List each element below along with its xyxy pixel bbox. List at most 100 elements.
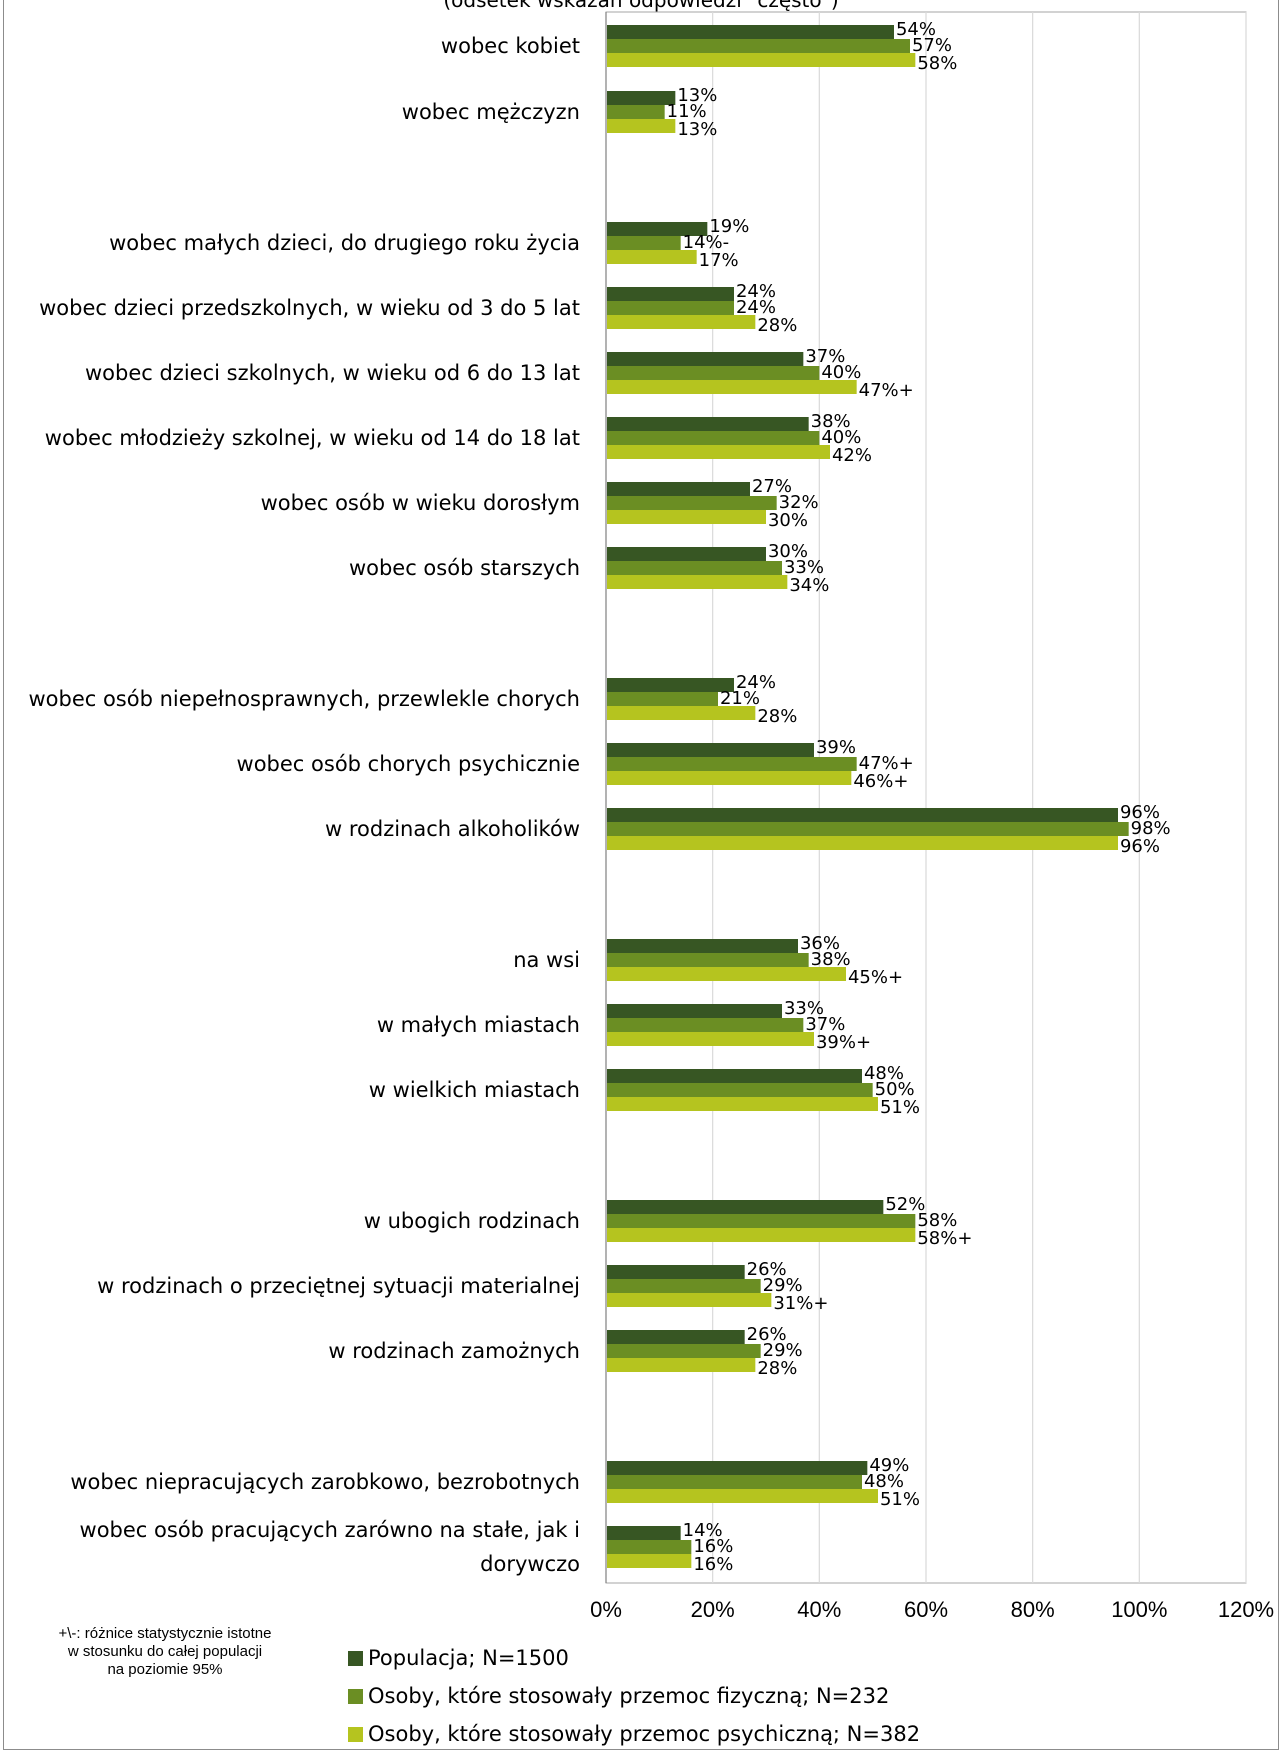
bar bbox=[607, 1228, 916, 1242]
bar bbox=[607, 771, 852, 785]
data-label: 28% bbox=[757, 315, 797, 336]
data-label: 16% bbox=[693, 1554, 733, 1575]
data-label: 52% bbox=[885, 1194, 925, 1215]
bar bbox=[607, 757, 857, 771]
bar bbox=[607, 822, 1129, 836]
bar bbox=[607, 1214, 916, 1228]
bar bbox=[607, 575, 788, 589]
chart-frame bbox=[3, 0, 1279, 1750]
bar bbox=[607, 1554, 692, 1568]
x-tick-label: 40% bbox=[797, 1597, 841, 1622]
data-label: 38% bbox=[811, 949, 851, 970]
legend-swatch-physical bbox=[348, 1689, 363, 1704]
data-label: 31%+ bbox=[773, 1293, 828, 1314]
data-label: 30% bbox=[768, 510, 808, 531]
bar bbox=[607, 445, 830, 459]
data-label: 36% bbox=[800, 933, 840, 954]
chart-title: (odsetek wskazań odpowiedzi "często") bbox=[443, 0, 839, 12]
bar bbox=[607, 25, 894, 39]
bar bbox=[607, 1540, 692, 1554]
bar bbox=[607, 352, 804, 366]
legend-label-psychological: Osoby, które stosowały przemoc psychiczn… bbox=[368, 1722, 921, 1746]
bar bbox=[607, 808, 1118, 822]
data-label: 16% bbox=[693, 1536, 733, 1557]
bar bbox=[607, 510, 766, 524]
bar bbox=[607, 105, 665, 119]
bar bbox=[607, 706, 756, 720]
data-label: 37% bbox=[805, 1014, 845, 1035]
bar bbox=[607, 315, 756, 329]
data-label: 48% bbox=[864, 1063, 904, 1084]
category-label: wobec dzieci szkolnych, w wieku od 6 do … bbox=[85, 361, 580, 385]
note-line-3: na poziomie 95% bbox=[107, 1661, 223, 1678]
bar bbox=[607, 953, 809, 967]
data-label: 17% bbox=[699, 250, 739, 271]
data-label: 51% bbox=[880, 1489, 920, 1510]
bar bbox=[607, 547, 766, 561]
category-label: wobec osób w wieku dorosłym bbox=[261, 491, 580, 515]
bar bbox=[607, 1475, 862, 1489]
data-label: 47%+ bbox=[859, 753, 914, 774]
data-label: 96% bbox=[1120, 802, 1160, 823]
x-tick-label: 20% bbox=[691, 1597, 735, 1622]
data-label: 29% bbox=[763, 1275, 803, 1296]
bar bbox=[607, 417, 809, 431]
bar bbox=[607, 1032, 814, 1046]
category-label: wobec mężczyzn bbox=[402, 100, 580, 124]
data-label: 46%+ bbox=[853, 771, 908, 792]
x-tick-label: 60% bbox=[904, 1597, 948, 1622]
data-label: 32% bbox=[779, 492, 819, 513]
data-label: 96% bbox=[1120, 836, 1160, 857]
bar bbox=[607, 119, 676, 133]
x-tick-label: 0% bbox=[590, 1597, 622, 1622]
data-label: 58%+ bbox=[917, 1228, 972, 1249]
bar bbox=[607, 496, 777, 510]
category-label: wobec dzieci przedszkolnych, w wieku od … bbox=[39, 296, 580, 320]
bar bbox=[607, 561, 782, 575]
bar bbox=[607, 1018, 804, 1032]
data-label: 28% bbox=[757, 706, 797, 727]
bar bbox=[607, 1083, 873, 1097]
x-tick-label: 100% bbox=[1111, 1597, 1167, 1622]
data-label: 45%+ bbox=[848, 967, 903, 988]
bar bbox=[607, 482, 750, 496]
legend-label-population: Populacja; N=1500 bbox=[368, 1646, 569, 1670]
bar bbox=[607, 1265, 745, 1279]
x-tick-label: 80% bbox=[1011, 1597, 1055, 1622]
category-label: w rodzinach alkoholików bbox=[325, 817, 580, 841]
category-label: wobec małych dzieci, do drugiego roku ży… bbox=[109, 231, 580, 255]
category-label: wobec osób niepełnosprawnych, przewlekle… bbox=[28, 687, 580, 711]
bar bbox=[607, 1069, 862, 1083]
category-label: na wsi bbox=[513, 948, 580, 972]
bar bbox=[607, 222, 708, 236]
bar bbox=[607, 678, 734, 692]
data-label: 21% bbox=[720, 688, 760, 709]
data-label: 33% bbox=[784, 557, 824, 578]
data-label: 47%+ bbox=[859, 380, 914, 401]
data-label: 33% bbox=[784, 998, 824, 1019]
bar bbox=[607, 1279, 761, 1293]
legend-label-physical: Osoby, które stosowały przemoc fizyczną;… bbox=[368, 1684, 890, 1708]
data-label: 38% bbox=[811, 411, 851, 432]
bar bbox=[607, 380, 857, 394]
bar bbox=[607, 301, 734, 315]
data-label: 28% bbox=[757, 1358, 797, 1379]
bar bbox=[607, 1004, 782, 1018]
data-label: 26% bbox=[747, 1259, 787, 1280]
category-label: wobec osób chorych psychicznie bbox=[237, 752, 580, 776]
bar bbox=[607, 1526, 681, 1540]
bar bbox=[607, 39, 910, 53]
bar bbox=[607, 1358, 756, 1372]
category-label: wobec niepracujących zarobkowo, bezrobot… bbox=[70, 1470, 580, 1494]
bar bbox=[607, 1344, 761, 1358]
legend-item-population: Populacja; N=1500 bbox=[348, 1646, 569, 1670]
bar bbox=[607, 366, 820, 380]
bar bbox=[607, 1461, 868, 1475]
legend-swatch-psychological bbox=[348, 1727, 363, 1742]
data-label: 24% bbox=[736, 281, 776, 302]
bar bbox=[607, 1200, 884, 1214]
significance-note: +\-: różnice statystycznie istotne w sto… bbox=[20, 1625, 310, 1679]
data-label: 13% bbox=[677, 85, 717, 106]
note-line-1: +\-: różnice statystycznie istotne bbox=[58, 1625, 272, 1642]
